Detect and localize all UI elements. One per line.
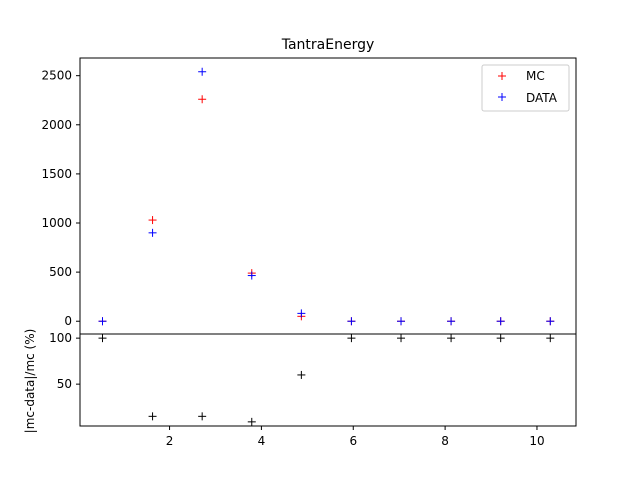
- top-y-tick-label: 2500: [41, 69, 72, 83]
- point-data-0: [98, 317, 107, 326]
- legend-entry-data: DATA: [498, 91, 558, 105]
- point-data-6: [397, 317, 406, 326]
- top-y-tick-label: 500: [49, 265, 72, 279]
- point-ratio-7: [447, 334, 456, 343]
- bottom-y-tick-label: 100: [49, 331, 72, 345]
- point-data-9: [546, 317, 555, 326]
- bottom-y-axis-label: |mc-data|/mc (%): [23, 329, 37, 434]
- bottom-x-ticks: 2 4 6 8 10: [166, 426, 545, 448]
- x-tick-label: 10: [529, 434, 544, 448]
- bottom-plot-marks: [98, 334, 555, 426]
- chart-title: TantraEnergy: [281, 37, 375, 53]
- point-ratio-5: [347, 334, 356, 343]
- top-y-tick-label: 1000: [41, 216, 72, 230]
- point-ratio-8: [496, 334, 505, 343]
- legend-entry-mc: MC: [498, 69, 545, 83]
- x-tick-label: 8: [441, 434, 449, 448]
- point-data-4: [297, 309, 306, 318]
- point-data-5: [347, 317, 356, 326]
- top-y-tick-label: 1500: [41, 167, 72, 181]
- point-data-8: [496, 317, 505, 326]
- point-data-3: [247, 271, 256, 280]
- point-mc-1: [148, 216, 157, 225]
- point-data-2: [198, 67, 207, 76]
- top-y-tick-label: 2000: [41, 118, 72, 132]
- x-tick-label: 6: [349, 434, 357, 448]
- legend-label-data: DATA: [526, 91, 558, 105]
- top-plot-marks: [98, 67, 555, 326]
- point-data-1: [148, 228, 157, 237]
- top-y-tick-label: 0: [64, 314, 72, 328]
- legend: MC DATA: [481, 64, 570, 112]
- bottom-y-tick-label: 50: [57, 377, 72, 391]
- legend-label-mc: MC: [526, 69, 545, 83]
- point-ratio-3: [247, 417, 256, 426]
- point-ratio-6: [397, 334, 406, 343]
- point-ratio-9: [546, 334, 555, 343]
- x-tick-label: 2: [166, 434, 174, 448]
- bottom-plot-frame: [79, 333, 577, 427]
- x-tick-label: 4: [258, 434, 266, 448]
- bottom-y-ticks: 50 100: [49, 331, 80, 391]
- point-ratio-1: [148, 412, 157, 421]
- top-y-ticks: 0 500 1000 1500 2000 2500: [41, 69, 80, 328]
- point-ratio-4: [297, 370, 306, 379]
- point-ratio-0: [98, 334, 107, 343]
- point-ratio-2: [198, 412, 207, 421]
- point-data-7: [447, 317, 456, 326]
- point-mc-2: [198, 95, 207, 104]
